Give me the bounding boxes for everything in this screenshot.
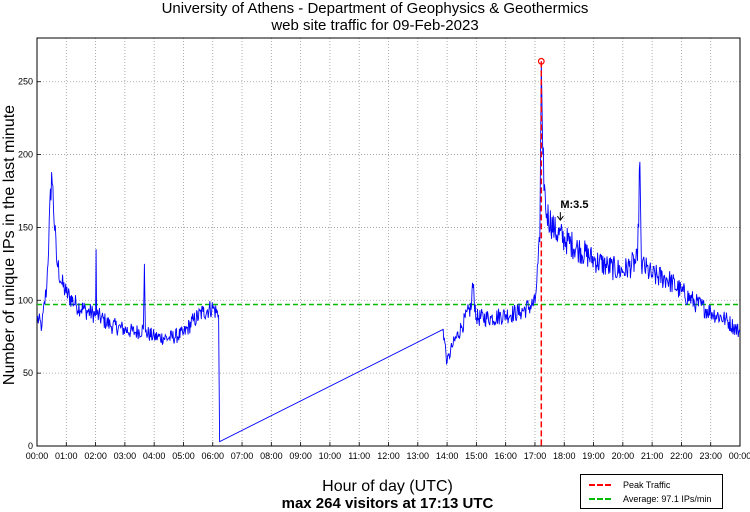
y-tick-label: 100 (18, 295, 33, 305)
y-tick-label: 250 (18, 77, 33, 87)
y-tick-label: 0 (28, 441, 33, 451)
y-tick-label: 150 (18, 222, 33, 232)
x-tick-label: 14:00 (436, 451, 459, 461)
annotation-arrowhead (556, 215, 564, 221)
peak-marker (537, 57, 545, 65)
annotation-label: M:3.5 (560, 199, 588, 211)
legend-entry-average: Average: 97.1 IPs/min (589, 493, 711, 505)
x-tick-label: 17:00 (524, 451, 547, 461)
x-tick-label: 02:00 (84, 451, 107, 461)
chart-subtitle: web site traffic for 09-Feb-2023 (271, 17, 479, 34)
x-tick-label: 19:00 (582, 451, 605, 461)
x-tick-label: 22:00 (670, 451, 693, 461)
legend-swatch-peak (589, 484, 611, 486)
x-tick-label: 10:00 (319, 451, 342, 461)
legend-entry-peak: Peak Traffic (589, 479, 670, 491)
legend-label-peak: Peak Traffic (623, 480, 671, 490)
x-tick-label: 23:00 (699, 451, 722, 461)
x-tick-label: 00:00 (729, 451, 750, 461)
x-tick-label: 13:00 (407, 451, 430, 461)
x-axis-label: Hour of day (UTC) (322, 478, 453, 495)
x-tick-label: 07:00 (231, 451, 254, 461)
x-tick-label: 03:00 (114, 451, 137, 461)
legend-label-average: Average: 97.1 IPs/min (623, 494, 712, 504)
y-tick-label: 50 (23, 368, 33, 378)
x-tick-label: 15:00 (465, 451, 488, 461)
plot-frame (36, 37, 741, 447)
chart-legend: Peak Traffic Average: 97.1 IPs/min (580, 474, 723, 509)
x-tick-label: 18:00 (553, 451, 576, 461)
x-tick-label: 04:00 (143, 451, 166, 461)
x-tick-label: 00:00 (26, 451, 49, 461)
x-tick-label: 08:00 (260, 451, 283, 461)
x-tick-label: 06:00 (201, 451, 224, 461)
x-tick-label: 11:00 (348, 451, 370, 461)
x-tick-label: 12:00 (377, 451, 400, 461)
legend-swatch-average (589, 498, 611, 500)
x-tick-label: 21:00 (641, 451, 664, 461)
x-tick-label: 20:00 (612, 451, 635, 461)
x-axis-subtitle: max 264 visitors at 17:13 UTC (281, 495, 494, 512)
y-tick-label: 200 (18, 150, 33, 160)
x-tick-label: 09:00 (289, 451, 312, 461)
chart-title: University of Athens - Department of Geo… (161, 0, 589, 17)
x-tick-label: 05:00 (172, 451, 195, 461)
x-tick-label: 01:00 (55, 451, 78, 461)
x-tick-label: 16:00 (494, 451, 517, 461)
traffic-series-line (36, 61, 741, 443)
